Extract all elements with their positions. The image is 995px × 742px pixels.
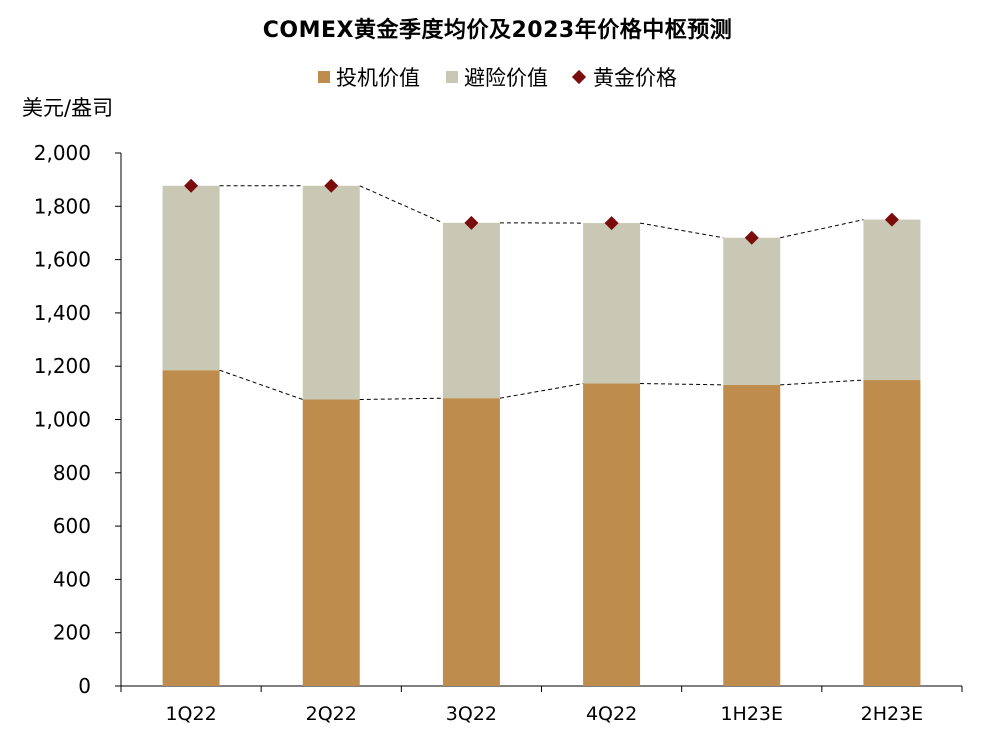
chart-title: COMEX黄金季度均价及2023年价格中枢预测 bbox=[262, 18, 733, 43]
point-gold-price bbox=[744, 230, 759, 245]
connector-total bbox=[639, 222, 724, 239]
bar-speculative bbox=[162, 370, 220, 686]
y-tick-label: 600 bbox=[53, 514, 91, 538]
y-tick-label: 0 bbox=[78, 674, 91, 698]
y-tick-label: 200 bbox=[53, 621, 91, 645]
y-axis-unit-label: 美元/盎司 bbox=[22, 96, 114, 120]
y-tick-label: 800 bbox=[53, 461, 91, 485]
legend-label-speculative: 投机价值 bbox=[336, 66, 420, 90]
y-tick-label: 1,600 bbox=[34, 248, 91, 272]
connector-speculative bbox=[499, 383, 584, 399]
x-tick-label: 4Q22 bbox=[586, 703, 637, 725]
y-tick-label: 1,400 bbox=[34, 301, 91, 325]
y-tick-label: 400 bbox=[53, 567, 91, 591]
legend-swatch-speculative bbox=[318, 71, 330, 83]
connector-speculative bbox=[359, 397, 443, 401]
bar-safe-haven bbox=[442, 222, 500, 399]
bar-safe-haven bbox=[863, 219, 921, 381]
y-tick-label: 1,000 bbox=[34, 408, 91, 432]
connector-speculative bbox=[219, 369, 303, 400]
connector-total bbox=[359, 185, 444, 224]
bar-speculative bbox=[302, 399, 360, 686]
bar-speculative bbox=[583, 383, 641, 686]
point-gold-price bbox=[884, 212, 899, 227]
legend: 投机价值 避险价值 黄金价格 bbox=[0, 62, 995, 92]
bar-safe-haven bbox=[583, 223, 641, 384]
connector-total bbox=[780, 219, 864, 239]
x-tick-label: 1H23E bbox=[720, 703, 783, 725]
bar-safe-haven bbox=[162, 185, 220, 371]
legend-label-gold-price: 黄金价格 bbox=[593, 66, 677, 90]
legend-label-safe-haven: 避险价值 bbox=[464, 66, 548, 90]
connector-speculative bbox=[780, 379, 864, 386]
y-tick-label: 2,000 bbox=[34, 141, 91, 165]
x-tick-label: 2Q22 bbox=[306, 703, 357, 725]
y-tick-label: 1,200 bbox=[34, 354, 91, 378]
bar-safe-haven bbox=[302, 185, 360, 400]
x-tick-label: 1Q22 bbox=[165, 703, 216, 725]
bar-speculative bbox=[723, 384, 781, 686]
point-gold-price bbox=[604, 216, 619, 231]
point-gold-price bbox=[464, 215, 479, 230]
point-gold-price bbox=[184, 178, 199, 193]
bar-speculative bbox=[863, 380, 921, 686]
legend-item-gold-price: 黄金价格 bbox=[571, 62, 677, 92]
bar-safe-haven bbox=[723, 237, 781, 385]
y-tick-label: 1,800 bbox=[34, 194, 91, 218]
connector-speculative bbox=[640, 383, 724, 386]
x-tick-label: 3Q22 bbox=[446, 703, 497, 725]
legend-item-safe-haven: 避险价值 bbox=[446, 62, 548, 92]
legend-swatch-safe-haven bbox=[446, 71, 458, 83]
point-gold-price bbox=[324, 178, 339, 193]
bar-speculative bbox=[442, 398, 500, 686]
legend-item-speculative: 投机价值 bbox=[318, 62, 420, 92]
x-tick-label: 2H23E bbox=[861, 703, 924, 725]
